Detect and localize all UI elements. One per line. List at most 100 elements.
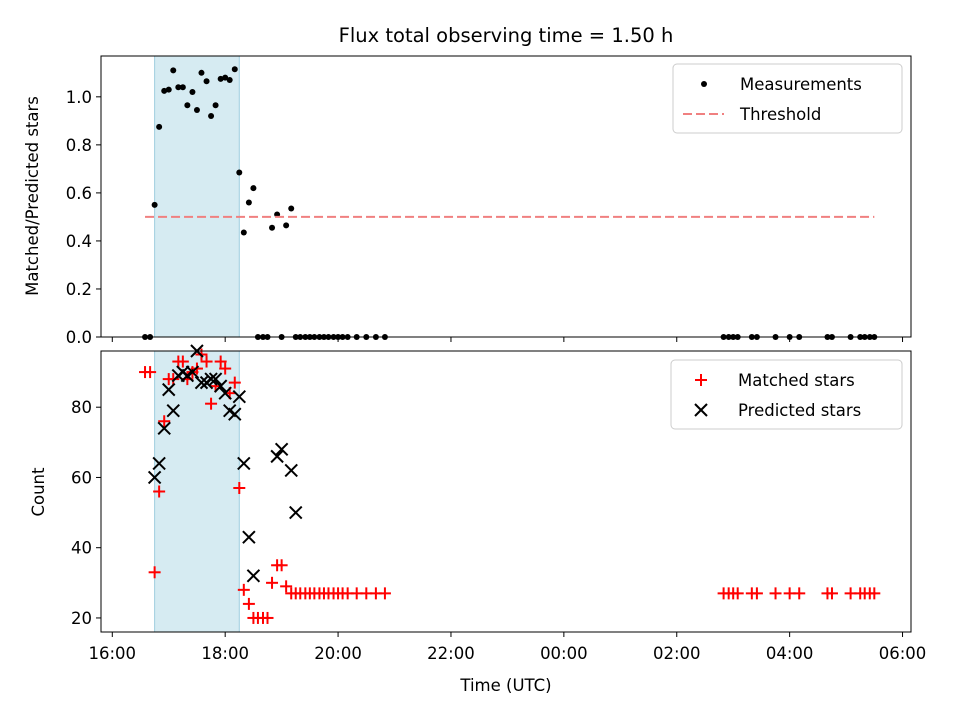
measurement-point: [170, 67, 177, 74]
top-y-axis-label: Matched/Predicted stars: [23, 96, 42, 296]
matched-star-marker: [205, 397, 218, 410]
x-tick-label: 04:00: [766, 644, 814, 663]
matched-star-marker: [750, 587, 763, 600]
measurement-point: [198, 69, 205, 76]
x-tick-label: 22:00: [427, 644, 475, 663]
predicted-star-marker: [162, 382, 176, 397]
x-tick-label: 20:00: [314, 644, 362, 663]
top-x-ticks: [111, 337, 904, 342]
matched-star-marker: [731, 587, 744, 600]
legend-predicted-label: Predicted stars: [738, 401, 861, 420]
predicted-star-marker: [218, 386, 232, 400]
legend-threshold-label: Threshold: [739, 105, 821, 124]
bottom-x-ticks: 16:00 18:00 20:00 22:00 00:00 02:00 04:00 06:00: [89, 632, 927, 663]
matched-star-marker: [769, 587, 782, 600]
top-axes: 0.0 0.2 0.4 0.6 0.8 1.0 Matched/Predicted sta…: [23, 55, 912, 347]
measurement-point: [165, 86, 172, 93]
top-y-tick-label: 1.0: [66, 88, 92, 107]
matched-star-marker: [266, 576, 279, 589]
chart-title: Flux total observing time = 1.50 h: [339, 24, 674, 47]
predicted-star-marker: [232, 389, 246, 404]
matched-star-marker: [167, 373, 180, 386]
top-y-tick-label: 0.0: [66, 328, 92, 347]
measurement-point: [283, 222, 290, 229]
matched-star-marker: [219, 362, 232, 375]
measurement-point: [156, 123, 163, 130]
measurement-point: [226, 77, 233, 84]
top-legend-box: [672, 63, 903, 134]
legend-matched-label: Matched stars: [738, 371, 855, 390]
predicted-star-marker: [228, 407, 242, 421]
predicted-star-marker: [194, 375, 209, 390]
measurement-point: [208, 113, 215, 120]
predicted-star-marker: [237, 456, 251, 471]
bottom-axes: 20 40 60 80 16:00 18:00 20:00 22:00 00:00 02:00 0…: [29, 344, 927, 695]
measurement-point: [179, 84, 186, 91]
x-tick-label: 06:00: [879, 644, 927, 663]
top-legend: Measurements Threshold: [672, 63, 903, 134]
matched-star-marker: [148, 566, 161, 579]
predicted-star-marker: [208, 372, 223, 386]
bottom-legend-box: [670, 359, 903, 430]
top-y-ticks: 0.0 0.2 0.4 0.6 0.8 1.0: [66, 88, 101, 347]
top-data-marks: [142, 66, 878, 340]
bot-y-tick-label: 40: [71, 539, 92, 558]
predicted-star-marker: [284, 463, 298, 478]
bottom-shaded-span: [154, 350, 240, 633]
top-y-tick-label: 0.6: [66, 184, 92, 203]
legend-measurements-label: Measurements: [740, 75, 862, 94]
matched-star-marker: [158, 415, 171, 428]
top-y-tick-label: 0.4: [66, 232, 92, 251]
bottom-y-ticks: 20 40 60 80: [71, 398, 101, 628]
measurement-point: [217, 75, 224, 82]
measurement-point: [212, 102, 219, 109]
measurement-point: [288, 205, 295, 212]
matched-star-marker: [176, 355, 189, 368]
bot-y-tick-label: 60: [71, 468, 92, 487]
measurement-point: [231, 66, 238, 73]
matched-star-marker: [825, 587, 838, 600]
predicted-star-marker: [289, 505, 303, 520]
matched-star-marker: [153, 485, 166, 498]
bot-y-tick-label: 80: [71, 398, 92, 417]
measurement-point: [151, 201, 158, 208]
measurement-point: [250, 185, 257, 192]
bottom-y-axis-label: Count: [29, 467, 48, 517]
matched-star-marker: [233, 481, 246, 494]
predicted-star-marker: [246, 569, 261, 583]
predicted-star-marker: [242, 530, 256, 544]
measurement-point: [222, 74, 229, 81]
matched-star-marker: [237, 583, 250, 596]
x-tick-label: 18:00: [201, 644, 249, 663]
measurement-point: [184, 102, 191, 109]
predicted-star-marker: [274, 442, 289, 457]
legend-matched-marker: [695, 374, 707, 386]
top-shaded-span: [154, 55, 240, 338]
matched-star-marker: [868, 587, 881, 600]
predicted-star-marker: [152, 456, 166, 471]
matched-star-marker: [200, 355, 213, 368]
x-axis-label: Time (UTC): [459, 676, 551, 695]
matched-star-marker: [378, 587, 391, 600]
predicted-star-marker: [166, 404, 180, 418]
matched-star-marker: [280, 580, 293, 593]
top-y-tick-label: 0.8: [66, 136, 92, 155]
matched-star-marker: [242, 597, 255, 610]
measurement-point: [236, 169, 243, 176]
x-tick-label: 02:00: [653, 644, 701, 663]
measurement-point: [269, 224, 276, 231]
predicted-star-marker: [270, 449, 284, 464]
measurement-point: [240, 229, 247, 236]
measurement-point: [245, 199, 252, 206]
bot-y-tick-label: 20: [71, 609, 92, 628]
predicted-star-marker: [157, 421, 171, 435]
matched-star-marker: [275, 559, 288, 572]
legend-measurements-marker: [701, 81, 707, 87]
matched-star-marker: [214, 355, 227, 368]
measurement-point: [193, 107, 200, 114]
top-axes-frame: [100, 55, 912, 338]
matched-star-marker: [144, 366, 157, 379]
matched-star-marker: [261, 611, 274, 624]
predicted-star-marker: [147, 470, 162, 485]
